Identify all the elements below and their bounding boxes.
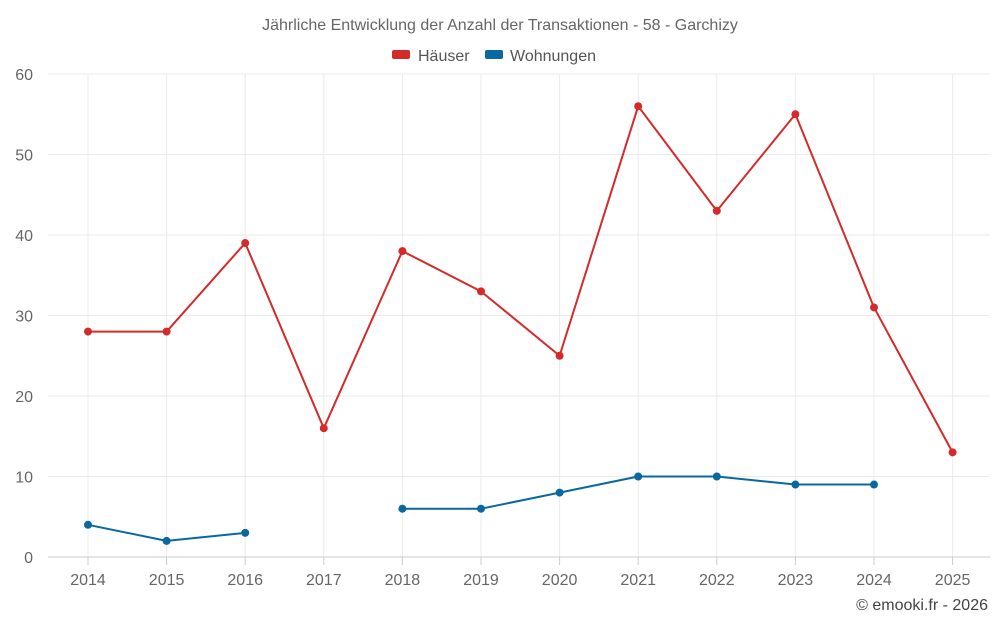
data-point-haeuser[interactable] bbox=[870, 303, 878, 312]
x-tick-label: 2016 bbox=[227, 572, 263, 589]
x-tick-label: 2018 bbox=[385, 572, 421, 589]
x-tick-label: 2021 bbox=[620, 572, 656, 589]
data-point-haeuser[interactable] bbox=[712, 206, 721, 215]
data-point-wohnungen[interactable] bbox=[398, 504, 407, 513]
series-haeuser bbox=[84, 102, 957, 457]
chart-title: Jährliche Entwicklung der Anzahl der Tra… bbox=[262, 17, 738, 34]
data-point-haeuser[interactable] bbox=[84, 327, 92, 336]
legend-item-haeuser[interactable]: Häuser bbox=[392, 48, 470, 65]
data-point-wohnungen[interactable] bbox=[162, 536, 171, 545]
series-line-haeuser bbox=[88, 105, 954, 453]
data-point-haeuser[interactable] bbox=[948, 448, 957, 457]
data-point-wohnungen[interactable] bbox=[555, 488, 564, 497]
x-tick-label: 2019 bbox=[463, 572, 499, 589]
axes: 0 10 20 30 40 50 60 2014 2015 2016 2017 2018 2019 202… bbox=[15, 67, 990, 589]
data-point-wohnungen[interactable] bbox=[870, 480, 878, 489]
legend-label-haeuser: Häuser bbox=[418, 48, 470, 65]
data-point-wohnungen[interactable] bbox=[712, 472, 721, 481]
data-point-haeuser[interactable] bbox=[634, 102, 643, 111]
x-tick-label: 2020 bbox=[542, 572, 578, 589]
legend: Häuser Wohnungen bbox=[392, 48, 596, 65]
x-tick-label: 2014 bbox=[70, 572, 106, 589]
data-point-wohnungen[interactable] bbox=[241, 528, 250, 537]
x-tick-label: 2023 bbox=[778, 572, 814, 589]
data-point-haeuser[interactable] bbox=[319, 424, 328, 433]
data-point-haeuser[interactable] bbox=[241, 239, 250, 248]
x-tick-label: 2017 bbox=[306, 572, 342, 589]
data-point-haeuser[interactable] bbox=[477, 287, 485, 296]
data-point-wohnungen[interactable] bbox=[477, 504, 485, 513]
data-point-wohnungen[interactable] bbox=[634, 472, 643, 481]
y-tick-label: 0 bbox=[24, 550, 33, 567]
series bbox=[84, 102, 957, 545]
x-tick-label: 2025 bbox=[935, 572, 971, 589]
x-tick-label: 2015 bbox=[149, 572, 185, 589]
y-tick-label: 20 bbox=[15, 389, 33, 406]
credit-text: © emooki.fr - 2026 bbox=[856, 597, 988, 614]
y-tick-label: 50 bbox=[15, 148, 33, 165]
y-tick-label: 60 bbox=[15, 67, 33, 84]
y-tick-label: 40 bbox=[15, 228, 33, 245]
data-point-haeuser[interactable] bbox=[398, 247, 407, 256]
data-point-haeuser[interactable] bbox=[555, 351, 564, 360]
data-point-wohnungen[interactable] bbox=[791, 480, 800, 489]
data-point-haeuser[interactable] bbox=[791, 110, 800, 119]
y-tick-label: 30 bbox=[15, 309, 33, 326]
y-tick-label: 10 bbox=[15, 470, 33, 487]
data-point-wohnungen[interactable] bbox=[84, 520, 92, 529]
data-point-haeuser[interactable] bbox=[162, 327, 171, 336]
series-wohnungen bbox=[84, 472, 878, 545]
x-tick-label: 2022 bbox=[699, 572, 735, 589]
legend-label-wohnungen: Wohnungen bbox=[510, 48, 596, 65]
legend-item-wohnungen[interactable]: Wohnungen bbox=[485, 48, 596, 65]
legend-swatch-haeuser bbox=[392, 50, 410, 59]
legend-swatch-wohnungen bbox=[485, 50, 503, 59]
x-tick-label: 2024 bbox=[856, 572, 892, 589]
